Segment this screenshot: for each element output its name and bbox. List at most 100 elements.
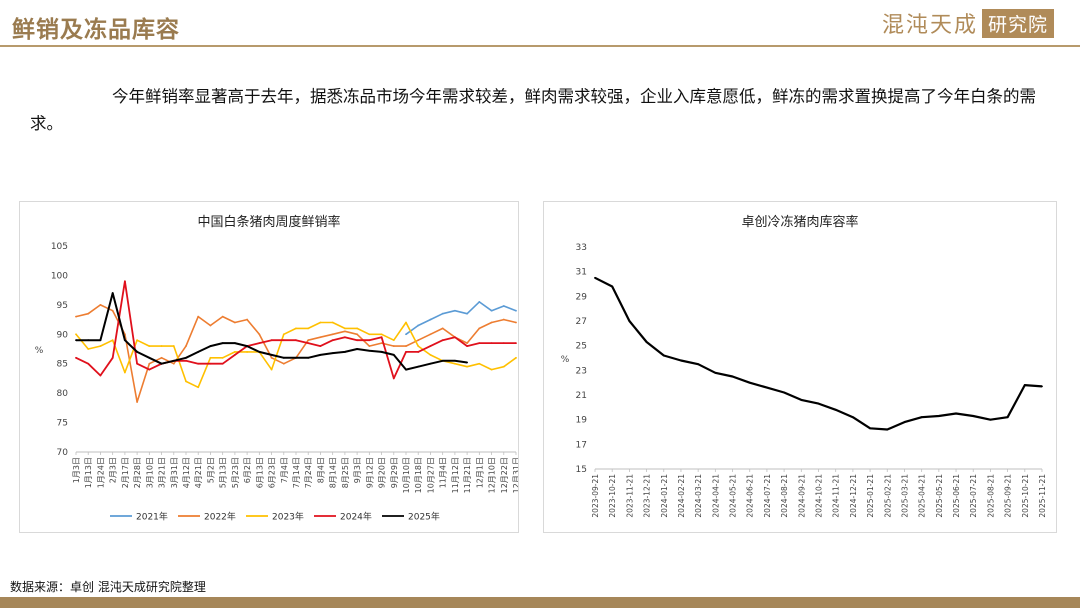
data-point (319, 353, 322, 356)
data-point (233, 342, 236, 345)
y-tick-label: 75 (57, 419, 68, 429)
x-tick-label: 1月24日 (96, 457, 105, 488)
data-point (417, 345, 420, 347)
data-point (136, 401, 139, 403)
x-tick-label: 2023-09-21 (591, 474, 600, 518)
data-point (209, 324, 212, 327)
data-point (766, 386, 768, 389)
legend-label: 2022年 (204, 511, 236, 523)
data-point (270, 353, 273, 356)
x-tick-label: 11月4日 (439, 457, 448, 488)
data-point (478, 342, 481, 345)
y-tick-label: 90 (57, 330, 69, 340)
x-tick-label: 2024-09-21 (797, 474, 806, 518)
data-point (319, 336, 322, 339)
data-point (380, 333, 383, 336)
data-point (233, 321, 236, 324)
x-tick-label: 6月23日 (268, 457, 277, 488)
data-point (197, 315, 200, 318)
data-point (429, 353, 432, 356)
data-point (368, 339, 371, 342)
data-point (172, 362, 175, 365)
x-tick-label: 2024-10-21 (815, 474, 824, 518)
data-point (441, 339, 444, 342)
data-point (800, 399, 803, 401)
data-point (405, 368, 407, 371)
data-source: 数据来源：卓创 混沌天成研究院整理 (10, 580, 206, 594)
data-point (221, 342, 224, 345)
x-tick-label: 2025-04-21 (918, 474, 927, 518)
data-point (270, 339, 273, 342)
chart-title: 中国白条猪肉周度鲜销率 (197, 214, 340, 230)
x-tick-label: 2024-02-21 (677, 474, 686, 518)
data-point (886, 428, 889, 431)
data-point (356, 333, 359, 336)
data-point (515, 321, 517, 324)
legend-label: 2025年 (408, 511, 440, 523)
x-tick-label: 2024-07-21 (763, 474, 772, 518)
data-point (258, 333, 261, 336)
data-point (478, 301, 481, 303)
series-line-2021 (405, 301, 517, 335)
x-tick-label: 11月12日 (451, 457, 460, 493)
data-point (295, 339, 297, 342)
data-point (111, 309, 114, 312)
y-tick-label: 105 (51, 242, 68, 252)
y-tick-label: 95 (57, 301, 68, 311)
data-point (356, 348, 359, 350)
data-point (502, 365, 505, 368)
x-tick-label: 2024-08-21 (780, 474, 789, 518)
data-point (282, 339, 285, 342)
y-tick-label: 25 (576, 342, 587, 352)
data-point (937, 415, 940, 417)
data-point (417, 324, 420, 327)
data-point (123, 371, 126, 374)
data-point (111, 292, 114, 294)
x-tick-label: 2025-07-21 (969, 474, 978, 518)
x-tick-label: 9月29日 (390, 457, 399, 488)
data-point (197, 351, 200, 353)
x-tick-label: 6月13日 (255, 457, 264, 488)
data-point (343, 336, 346, 339)
y-tick-label: 29 (576, 292, 588, 302)
data-point (490, 309, 493, 312)
data-point (282, 333, 285, 336)
x-tick-label: 2025-05-21 (935, 474, 944, 518)
x-tick-label: 3月31日 (170, 457, 179, 488)
data-point (87, 362, 90, 365)
data-point (405, 351, 407, 353)
data-point (185, 359, 187, 362)
data-point (441, 359, 444, 362)
data-point (148, 362, 151, 365)
series-line-0 (594, 276, 1043, 431)
data-point (87, 312, 90, 315)
data-point (920, 416, 923, 419)
x-tick-label: 2月17日 (121, 457, 130, 488)
y-tick-label: 80 (57, 389, 69, 399)
series-line-2024 (75, 280, 516, 380)
data-point (429, 333, 432, 336)
data-point (148, 356, 151, 359)
data-point (209, 362, 212, 365)
y-tick-label: 70 (57, 448, 69, 458)
data-point (331, 352, 334, 355)
data-point (405, 333, 407, 336)
y-tick-label: 27 (576, 317, 587, 327)
x-tick-label: 2月3日 (109, 457, 118, 483)
x-tick-label: 3月21日 (158, 457, 167, 488)
data-point (441, 312, 444, 315)
x-tick-label: 9月20日 (378, 457, 387, 488)
x-tick-label: 1月3日 (72, 457, 81, 483)
data-point (331, 339, 334, 342)
data-point (380, 351, 383, 353)
data-point (123, 339, 126, 342)
x-tick-label: 8月14日 (329, 457, 338, 488)
data-point (1006, 416, 1009, 419)
data-point (392, 345, 395, 347)
data-point (185, 356, 187, 359)
x-tick-label: 2024-12-21 (849, 474, 858, 518)
data-point (270, 368, 273, 371)
data-point (490, 368, 493, 371)
data-point (502, 342, 505, 345)
